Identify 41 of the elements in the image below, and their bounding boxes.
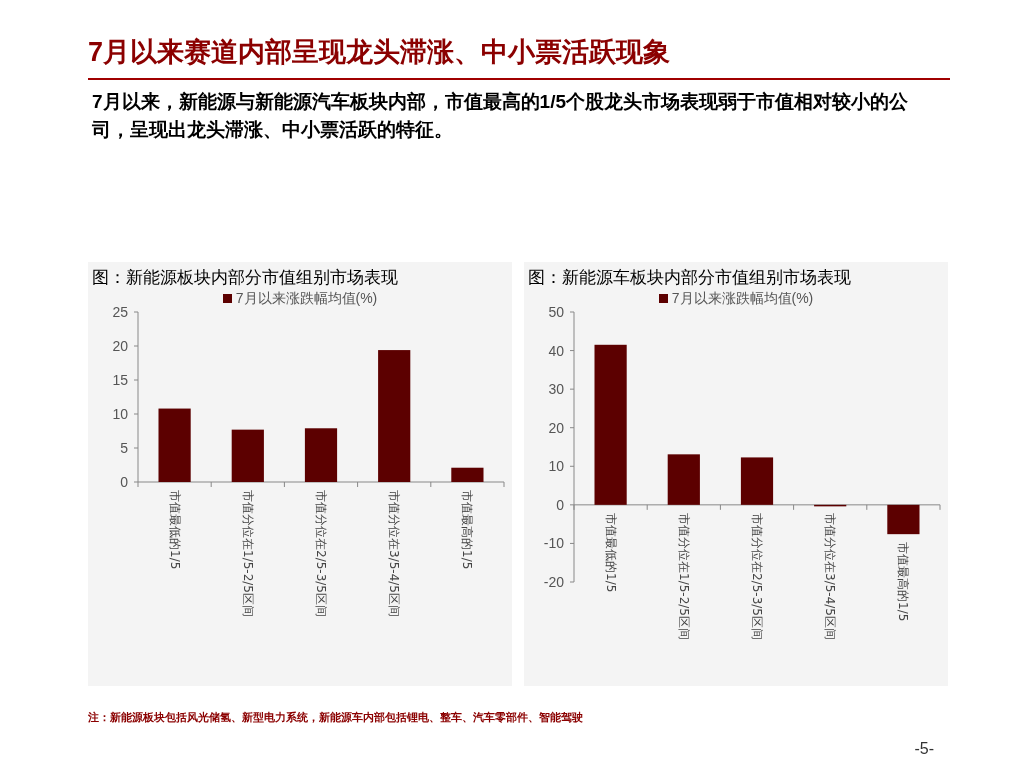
x-tick-label: 市值最高的1/5 <box>895 542 912 622</box>
y-tick-label: 0 <box>120 474 129 490</box>
x-tick-label: 市值分位在3/5-4/5区间 <box>822 513 839 641</box>
x-tick-label: 市值最低的1/5 <box>602 512 619 593</box>
chart-title: 图：新能源车板块内部分市值组别市场表现 <box>528 267 851 289</box>
chart-title: 图：新能源板块内部分市值组别市场表现 <box>92 267 398 289</box>
y-tick-label: 10 <box>112 406 129 422</box>
y-tick-label: 0 <box>556 496 565 513</box>
y-tick-label: -20 <box>543 574 565 590</box>
y-tick-label: 50 <box>548 304 565 320</box>
y-tick-label: -10 <box>543 535 565 552</box>
x-tick-label: 市值分位在2/5-3/5区间 <box>313 490 329 617</box>
bar <box>594 344 627 505</box>
x-tick-label: 市值分位在1/5-2/5区间 <box>675 512 692 640</box>
y-tick-label: 25 <box>112 304 129 320</box>
x-tick-label: 市值最高的1/5 <box>459 490 476 570</box>
legend-label: 7月以来涨跌幅均值(%) <box>235 290 378 306</box>
bar <box>231 429 264 482</box>
y-tick-label: 20 <box>548 419 565 436</box>
text: 注：新能源板块包括风光储氢、新型电力系统，新能源车内部包括锂电、整车、汽车零部件、智能驾驶 <box>88 710 583 725</box>
y-tick-label: 20 <box>112 338 129 354</box>
bar <box>304 428 338 482</box>
x-tick-label: 市值分位在2/5-3/5区间 <box>749 512 765 640</box>
text: -5- <box>914 740 934 758</box>
x-tick-label: 市值分位在1/5-2/5区间 <box>239 490 256 617</box>
text: 7月以来赛道内部呈现龙头滞涨、中小票活跃现象 <box>88 36 671 69</box>
x-tick-label: 市值分位在3/5-4/5区间 <box>386 490 403 617</box>
bar <box>740 457 774 505</box>
bar <box>887 504 920 535</box>
y-tick-label: 30 <box>548 381 565 398</box>
y-tick-label: 10 <box>548 458 565 475</box>
y-tick-label: 15 <box>112 372 129 388</box>
x-tick-label: 市值最低的1/5 <box>166 490 183 570</box>
bar <box>158 408 191 482</box>
text: 7月以来，新能源与新能源汽车板块内部，市值最高的1/5个股龙头市场表现弱于市值相对较小的公司，呈现出龙头滞涨、中小票活跃的特征。 <box>92 90 909 142</box>
bar <box>667 454 700 505</box>
bar <box>378 350 411 482</box>
legend-label: 7月以来涨跌幅均值(%) <box>671 290 814 306</box>
y-tick-label: 5 <box>120 440 129 456</box>
y-tick-label: 40 <box>548 342 565 359</box>
bar <box>451 467 484 482</box>
